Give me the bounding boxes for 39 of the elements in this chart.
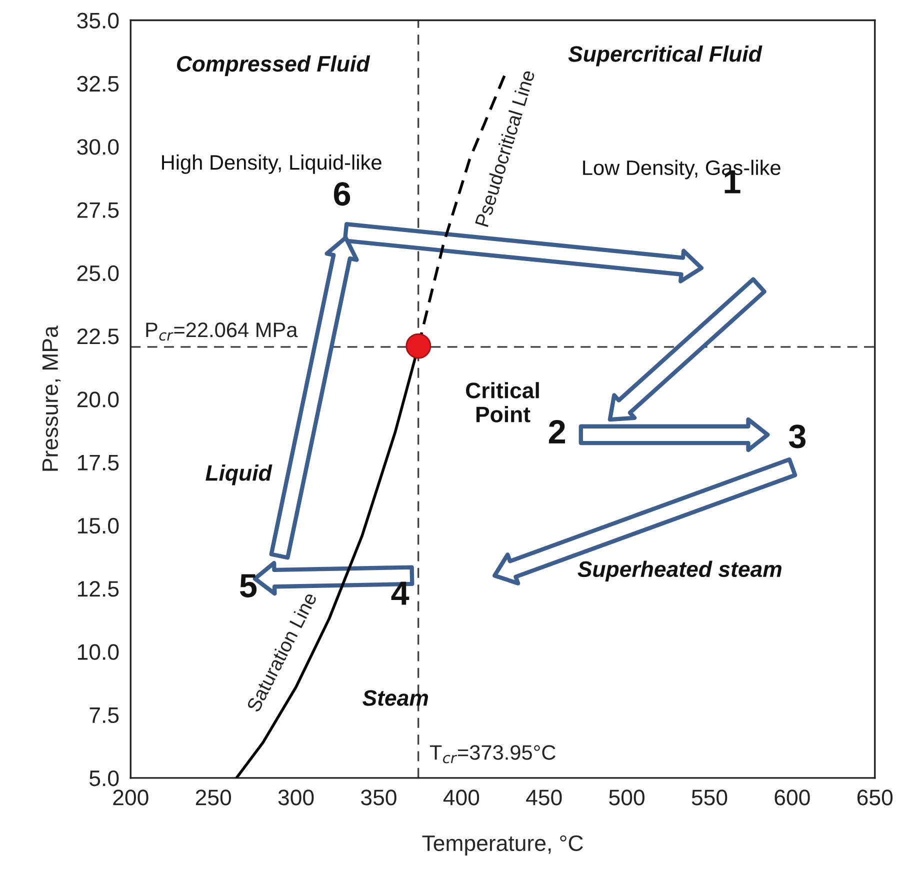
annotation: Steam [362,690,428,706]
y-tick-label: 35.0 [77,12,119,29]
y-tick-label: 17.5 [78,454,119,470]
ref-line-label: T$_{cr}$=373.95°C [430,745,556,764]
x-tick-label: 250 [196,790,232,806]
x-tick-label: 300 [278,790,314,806]
x-tick-label: 400 [443,790,480,806]
annotation: 3 [788,424,806,448]
y-tick-label: 12.5 [78,581,119,597]
y-tick-label: 7.5 [90,708,119,724]
y-tick-label: 30.0 [77,139,119,155]
annotation: Critical Point [466,382,539,422]
y-tick-label: 22.5 [77,328,119,344]
annotation: 4 [391,582,410,605]
annotation: 5 [240,574,257,598]
ref-line-label: P$_{cr}$=22.064 MPa [146,322,298,341]
y-tick-label: 5.0 [90,770,119,786]
annotation: Superheated steam [578,560,782,582]
annotation: 2 [548,420,566,444]
annotation: 6 [334,182,350,206]
x-tick-label: 450 [526,790,562,806]
x-axis-title: Temperature, °C [422,835,583,856]
y-tick-label: 10.0 [78,644,119,660]
y-tick-label: 27.5 [77,202,119,218]
annotation: High Density, Liquid-like [162,154,382,174]
x-tick-label: 650 [857,790,893,806]
y-tick-label: 15.0 [78,518,119,534]
x-tick-label: 200 [113,790,148,806]
x-tick-label: 550 [692,790,728,806]
y-tick-label: 20.0 [77,392,119,408]
annotation: Liquid [206,464,272,486]
x-tick-label: 350 [361,790,396,806]
y-axis-title: Pressure, MPa [42,326,61,471]
annotation: Supercritical Fluid [568,46,762,66]
y-tick-label: 25.0 [77,265,119,282]
y-tick-label: 32.5 [77,76,119,92]
x-tick-label: 600 [774,790,810,806]
annotation: Compressed Fluid [176,55,370,76]
x-tick-label: 500 [609,790,644,806]
